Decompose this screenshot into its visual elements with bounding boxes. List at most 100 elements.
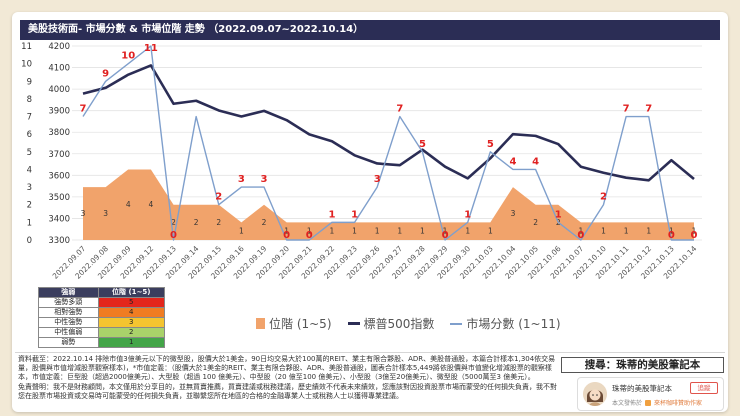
left-axis-tick-label: 5 bbox=[27, 148, 32, 158]
position-value-label: 4 bbox=[148, 200, 153, 209]
position-value-label: 1 bbox=[578, 227, 583, 236]
table-row: 相對強勢 4 bbox=[39, 308, 165, 318]
right-axis-tick-label: 4200 bbox=[48, 42, 70, 52]
right-axis-tick-label: 3900 bbox=[48, 107, 70, 117]
position-value-label: 2 bbox=[533, 218, 538, 227]
position-value-label: 2 bbox=[171, 218, 176, 227]
left-axis-tick-label: 6 bbox=[27, 130, 32, 140]
left-axis-tick-label: 11 bbox=[21, 42, 32, 52]
table-cell-label: 中性偏弱 bbox=[39, 328, 99, 338]
legend-swatch-position bbox=[256, 318, 265, 329]
market-score-label: 3 bbox=[238, 174, 245, 185]
right-axis-tick-label: 3400 bbox=[48, 214, 70, 224]
left-axis-tick-label: 4 bbox=[27, 165, 32, 175]
table-row: 中性強勢 3 bbox=[39, 318, 165, 328]
table-row: 中性偏弱 2 bbox=[39, 328, 165, 338]
market-score-label: 0 bbox=[170, 230, 177, 241]
table-cell-value: 2 bbox=[98, 328, 165, 338]
table-row: 強勢多頭 5 bbox=[39, 298, 165, 308]
published-line: 本文發佈於 來杯咖啡贊助作家 bbox=[612, 398, 702, 407]
market-score-label: 9 bbox=[102, 68, 109, 79]
legend-label-position: 位階 (1~5) bbox=[269, 317, 332, 331]
market-score-label: 1 bbox=[555, 209, 562, 220]
section-divider bbox=[15, 352, 725, 353]
position-value-label: 1 bbox=[465, 227, 470, 236]
market-score-label: 0 bbox=[668, 230, 675, 241]
market-score-label: 5 bbox=[419, 139, 426, 150]
position-value-label: 1 bbox=[692, 227, 697, 236]
market-score-label: 10 bbox=[121, 51, 135, 62]
page-title: 美股技術面- 市場分數 & 市場位階 走勢 （2022.09.07~2022.1… bbox=[20, 20, 720, 40]
right-axis-tick-label: 3600 bbox=[48, 171, 70, 181]
left-axis-tick-label: 3 bbox=[27, 183, 32, 193]
avatar[interactable] bbox=[583, 382, 607, 406]
table-cell-label: 弱勢 bbox=[39, 338, 99, 348]
right-axis-tick-label: 3800 bbox=[48, 128, 70, 138]
follow-button[interactable]: 追蹤 bbox=[690, 382, 718, 394]
position-value-label: 1 bbox=[624, 227, 629, 236]
market-score-label: 1 bbox=[328, 209, 335, 220]
coffee-icon bbox=[645, 399, 652, 406]
sp500-line bbox=[82, 64, 695, 182]
position-value-label: 3 bbox=[103, 209, 108, 218]
position-value-label: 1 bbox=[375, 227, 380, 236]
market-score-label: 7 bbox=[80, 104, 87, 115]
position-value-label: 1 bbox=[284, 227, 289, 236]
market-score-label: 0 bbox=[442, 230, 449, 241]
left-axis-tick-label: 1 bbox=[27, 218, 32, 228]
table-header-strength: 強弱 bbox=[39, 288, 99, 298]
position-value-label: 1 bbox=[307, 227, 312, 236]
right-axis-tick-label: 3500 bbox=[48, 193, 70, 203]
table-cell-label: 中性強勢 bbox=[39, 318, 99, 328]
position-value-label: 1 bbox=[397, 227, 402, 236]
legend-item-market-score: 市場分數 (1~11) bbox=[450, 315, 561, 332]
position-value-label: 1 bbox=[420, 227, 425, 236]
legend-item-position: 位階 (1~5) bbox=[256, 315, 332, 332]
right-axis-tick-label: 3300 bbox=[48, 236, 70, 246]
market-score-label: 3 bbox=[374, 174, 381, 185]
disclaimer-note: 免責聲明：我不是財務顧問，本文僅用於分享目的，並無買賣推薦，買賣建議或稅務建議，… bbox=[18, 382, 557, 400]
table-row: 弱勢 1 bbox=[39, 338, 165, 348]
position-area bbox=[83, 169, 694, 240]
market-score-label: 0 bbox=[577, 230, 584, 241]
left-axis-tick-label: 0 bbox=[27, 236, 32, 246]
left-axis-tick-label: 7 bbox=[27, 113, 32, 123]
table-cell-value: 4 bbox=[98, 308, 165, 318]
left-axis-tick-label: 10 bbox=[21, 60, 32, 70]
position-value-label: 3 bbox=[81, 209, 86, 218]
legend-label-sp500: 標普500指數 bbox=[363, 317, 435, 331]
combo-chart: 1110987654321042004100400039003800370036… bbox=[21, 42, 702, 281]
market-score-label: 7 bbox=[645, 104, 652, 115]
position-value-label: 4 bbox=[126, 200, 131, 209]
right-axis-tick-label: 4000 bbox=[48, 85, 70, 95]
market-score-label: 0 bbox=[306, 230, 313, 241]
left-axis-tick-label: 9 bbox=[27, 77, 32, 87]
table-header: 強弱 位階 (1~5) bbox=[39, 288, 165, 298]
table-header-position: 位階 (1~5) bbox=[98, 288, 165, 298]
market-score-label: 0 bbox=[283, 230, 290, 241]
market-score-label: 2 bbox=[600, 192, 607, 203]
position-value-label: 1 bbox=[488, 227, 493, 236]
position-legend-table: 強弱 位階 (1~5) 強勢多頭 5 相對強勢 4 中性強勢 3 中性偏弱 2 … bbox=[38, 287, 165, 348]
table-cell-value: 3 bbox=[98, 318, 165, 328]
avatar-illustration-icon bbox=[583, 382, 607, 406]
market-score-line bbox=[82, 45, 694, 241]
author-name[interactable]: 珠蒂的美股筆記本 bbox=[612, 384, 672, 393]
author-card[interactable]: 珠蒂的美股筆記本 追蹤 本文發佈於 來杯咖啡贊助作家 bbox=[577, 377, 724, 411]
right-axis-tick-label: 3700 bbox=[48, 150, 70, 160]
market-score-label: 3 bbox=[261, 174, 268, 185]
market-score-label: 7 bbox=[396, 104, 403, 115]
right-axis-tick-label: 4100 bbox=[48, 64, 70, 74]
table-cell-value: 1 bbox=[98, 338, 165, 348]
position-value-label: 1 bbox=[443, 227, 448, 236]
market-score-label: 4 bbox=[509, 156, 516, 167]
position-value-label: 3 bbox=[511, 209, 516, 218]
data-source-note: 資料截至：2022.10.14 排除市值3億美元以下的微型股，股價大於1美金，9… bbox=[18, 355, 556, 382]
left-axis-tick-label: 8 bbox=[27, 95, 32, 105]
position-value-label: 2 bbox=[262, 218, 267, 227]
legend-swatch-sp500 bbox=[347, 322, 360, 325]
legend-item-sp500: 標普500指數 bbox=[347, 315, 435, 332]
market-score-label: 4 bbox=[532, 156, 539, 167]
sponsor-link[interactable]: 來杯咖啡贊助作家 bbox=[654, 400, 703, 407]
market-score-label: 1 bbox=[351, 209, 358, 220]
